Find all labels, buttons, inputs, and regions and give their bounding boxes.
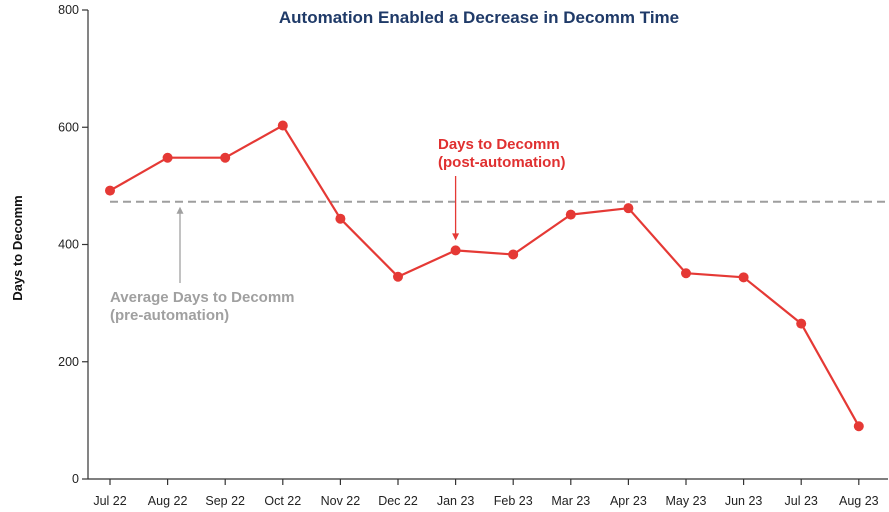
x-tick-label: Jul 22: [93, 494, 126, 508]
average-annotation-line1: Average Days to Decomm: [110, 289, 295, 306]
data-point: [393, 271, 403, 282]
x-tick-label: Aug 23: [839, 494, 879, 508]
y-axis-title: Days to Decomm: [10, 195, 25, 300]
annotations: Days to Decomm (post-automation) Average…: [110, 136, 565, 324]
data-point: [162, 152, 173, 163]
x-tick-label: Aug 22: [148, 494, 188, 508]
data-point: [623, 203, 634, 214]
axes: 0 200 400 600 800 Jul 22 Aug 22 Sep 22 Oct 22 Nov…: [58, 3, 888, 508]
data-point: [335, 213, 346, 224]
series-annotation-arrow-head: [452, 233, 460, 241]
data-point: [565, 209, 576, 220]
series-line: [109, 124, 860, 427]
data-point: [450, 245, 461, 256]
y-tick-label: 400: [58, 238, 79, 252]
series-annotation-line1: Days to Decomm: [438, 136, 560, 153]
series: [105, 120, 864, 432]
x-tick-label: Apr 23: [610, 494, 647, 508]
chart-title: Automation Enabled a Decrease in Decomm …: [279, 8, 679, 27]
data-point: [508, 249, 519, 260]
x-tick-label: Jul 23: [785, 494, 818, 508]
x-tick-label: Nov 22: [321, 494, 361, 508]
average-annotation-line2: (pre-automation): [110, 307, 229, 324]
average-annotation-arrow-head: [176, 206, 184, 214]
x-tick-label: Jun 23: [725, 494, 763, 508]
data-point: [105, 185, 115, 196]
data-point: [220, 152, 231, 163]
data-point: [796, 318, 807, 329]
x-tick-label: Oct 22: [264, 494, 301, 508]
y-tick-label: 200: [58, 355, 79, 369]
data-point: [277, 120, 288, 131]
data-point: [738, 272, 749, 283]
x-tick-label: Dec 22: [378, 494, 418, 508]
x-tick-label: Mar 23: [551, 494, 590, 508]
y-tick-label: 0: [72, 472, 79, 486]
series-annotation-line2: (post-automation): [438, 154, 565, 171]
data-point: [853, 421, 864, 432]
x-tick-label: Sep 22: [205, 494, 245, 508]
x-tick-label: May 23: [666, 494, 707, 508]
y-tick-label: 800: [58, 3, 79, 17]
x-tick-label: Feb 23: [494, 494, 533, 508]
data-point: [681, 268, 691, 279]
x-tick-label: Jan 23: [437, 494, 475, 508]
y-tick-label: 600: [58, 120, 79, 134]
